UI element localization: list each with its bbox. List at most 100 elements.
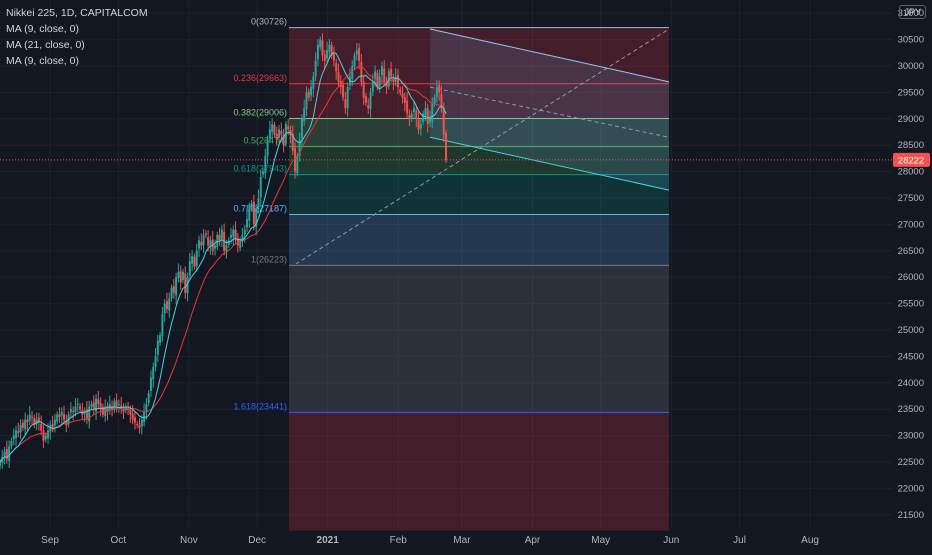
currency-badge[interactable]: JPY — [899, 5, 926, 19]
channel-lower — [429, 136, 670, 191]
candle — [3, 446, 6, 465]
candle-body — [406, 100, 409, 114]
candle-body — [74, 406, 77, 412]
candle — [49, 420, 52, 440]
candle-body — [262, 171, 265, 175]
candle-body — [399, 89, 402, 93]
candle — [159, 332, 162, 347]
last-price-label: 28222 — [898, 155, 924, 166]
candle-body — [328, 44, 331, 52]
candle — [234, 221, 237, 245]
candle-body — [19, 425, 22, 433]
candle-body — [85, 409, 88, 420]
candle — [396, 69, 399, 95]
indicator-ma9-a[interactable]: MA (9, close, 0) — [6, 23, 79, 35]
candle — [326, 41, 329, 63]
candle-body — [351, 66, 354, 79]
candle-body — [367, 105, 370, 109]
candle-body — [140, 419, 143, 427]
candle — [35, 412, 38, 431]
candle — [172, 279, 175, 299]
candle — [282, 128, 285, 153]
candle-body — [307, 91, 310, 98]
channel-upper — [429, 28, 670, 83]
candle — [445, 129, 447, 164]
candle — [15, 425, 18, 447]
candle-body — [426, 108, 429, 125]
candle-body — [184, 273, 187, 294]
candle — [145, 398, 148, 420]
candle-body — [152, 366, 155, 380]
candle — [8, 440, 11, 469]
candle — [85, 401, 88, 425]
candle-body — [273, 124, 276, 135]
candle — [435, 79, 438, 103]
price-tick-label: 28000 — [898, 167, 924, 178]
candle — [422, 110, 425, 125]
candle — [60, 407, 63, 424]
candle-body — [330, 44, 333, 56]
candle — [346, 82, 349, 117]
candle — [186, 272, 189, 302]
candle-body — [149, 377, 152, 391]
candle — [273, 121, 276, 138]
candle-body — [360, 62, 363, 82]
candle — [364, 92, 367, 107]
price-tick-label: 26000 — [898, 272, 924, 283]
fib-band — [288, 83, 669, 119]
candle — [33, 414, 36, 429]
candle — [72, 406, 75, 421]
candle-body — [335, 63, 338, 72]
candle-body — [362, 81, 365, 98]
candle-body — [312, 76, 315, 89]
candle-body — [246, 219, 249, 228]
candle — [271, 118, 274, 139]
candle-body — [42, 430, 45, 441]
candle — [248, 202, 251, 228]
candle-body — [49, 425, 52, 432]
candle-body — [37, 417, 40, 423]
candle — [241, 227, 244, 247]
symbol-title[interactable]: Nikkei 225, 1D, CAPITALCOM — [6, 7, 148, 19]
candle-body — [17, 431, 20, 433]
candle-body — [65, 420, 68, 426]
candle-body — [200, 241, 203, 246]
price-tick-label: 26500 — [898, 246, 924, 257]
candle — [193, 253, 196, 270]
fib-level-label: 0.786(27187) — [233, 204, 287, 214]
candle — [175, 272, 178, 304]
candle-body — [44, 435, 47, 440]
candle-body — [83, 411, 86, 414]
time-tick-label: Mar — [453, 535, 471, 546]
indicator-ma9-b[interactable]: MA (9, close, 0) — [6, 55, 79, 67]
candle-body — [172, 286, 175, 294]
candle-body — [255, 208, 258, 227]
candle — [152, 362, 155, 388]
candle — [83, 407, 86, 423]
candle — [246, 210, 249, 232]
candle-body — [303, 108, 306, 122]
candle-body — [364, 96, 367, 103]
candle-body — [51, 424, 54, 428]
candle-body — [117, 403, 120, 405]
indicator-ma21[interactable]: MA (21, close, 0) — [6, 39, 85, 51]
candle — [19, 419, 22, 440]
candle-body — [26, 419, 29, 423]
candle-body — [129, 409, 132, 415]
candle — [342, 81, 345, 101]
candle-body — [319, 39, 322, 48]
candle-body — [72, 410, 75, 412]
candle-body — [10, 440, 13, 447]
candle — [358, 43, 361, 70]
candle — [92, 395, 95, 416]
candle-body — [310, 87, 313, 96]
candle-body — [424, 108, 427, 116]
candle — [268, 120, 271, 143]
candle — [181, 268, 184, 284]
time-tick-label: Oct — [111, 535, 127, 546]
candle-body — [271, 124, 274, 132]
candle-body — [392, 78, 395, 82]
candles — [0, 33, 447, 470]
